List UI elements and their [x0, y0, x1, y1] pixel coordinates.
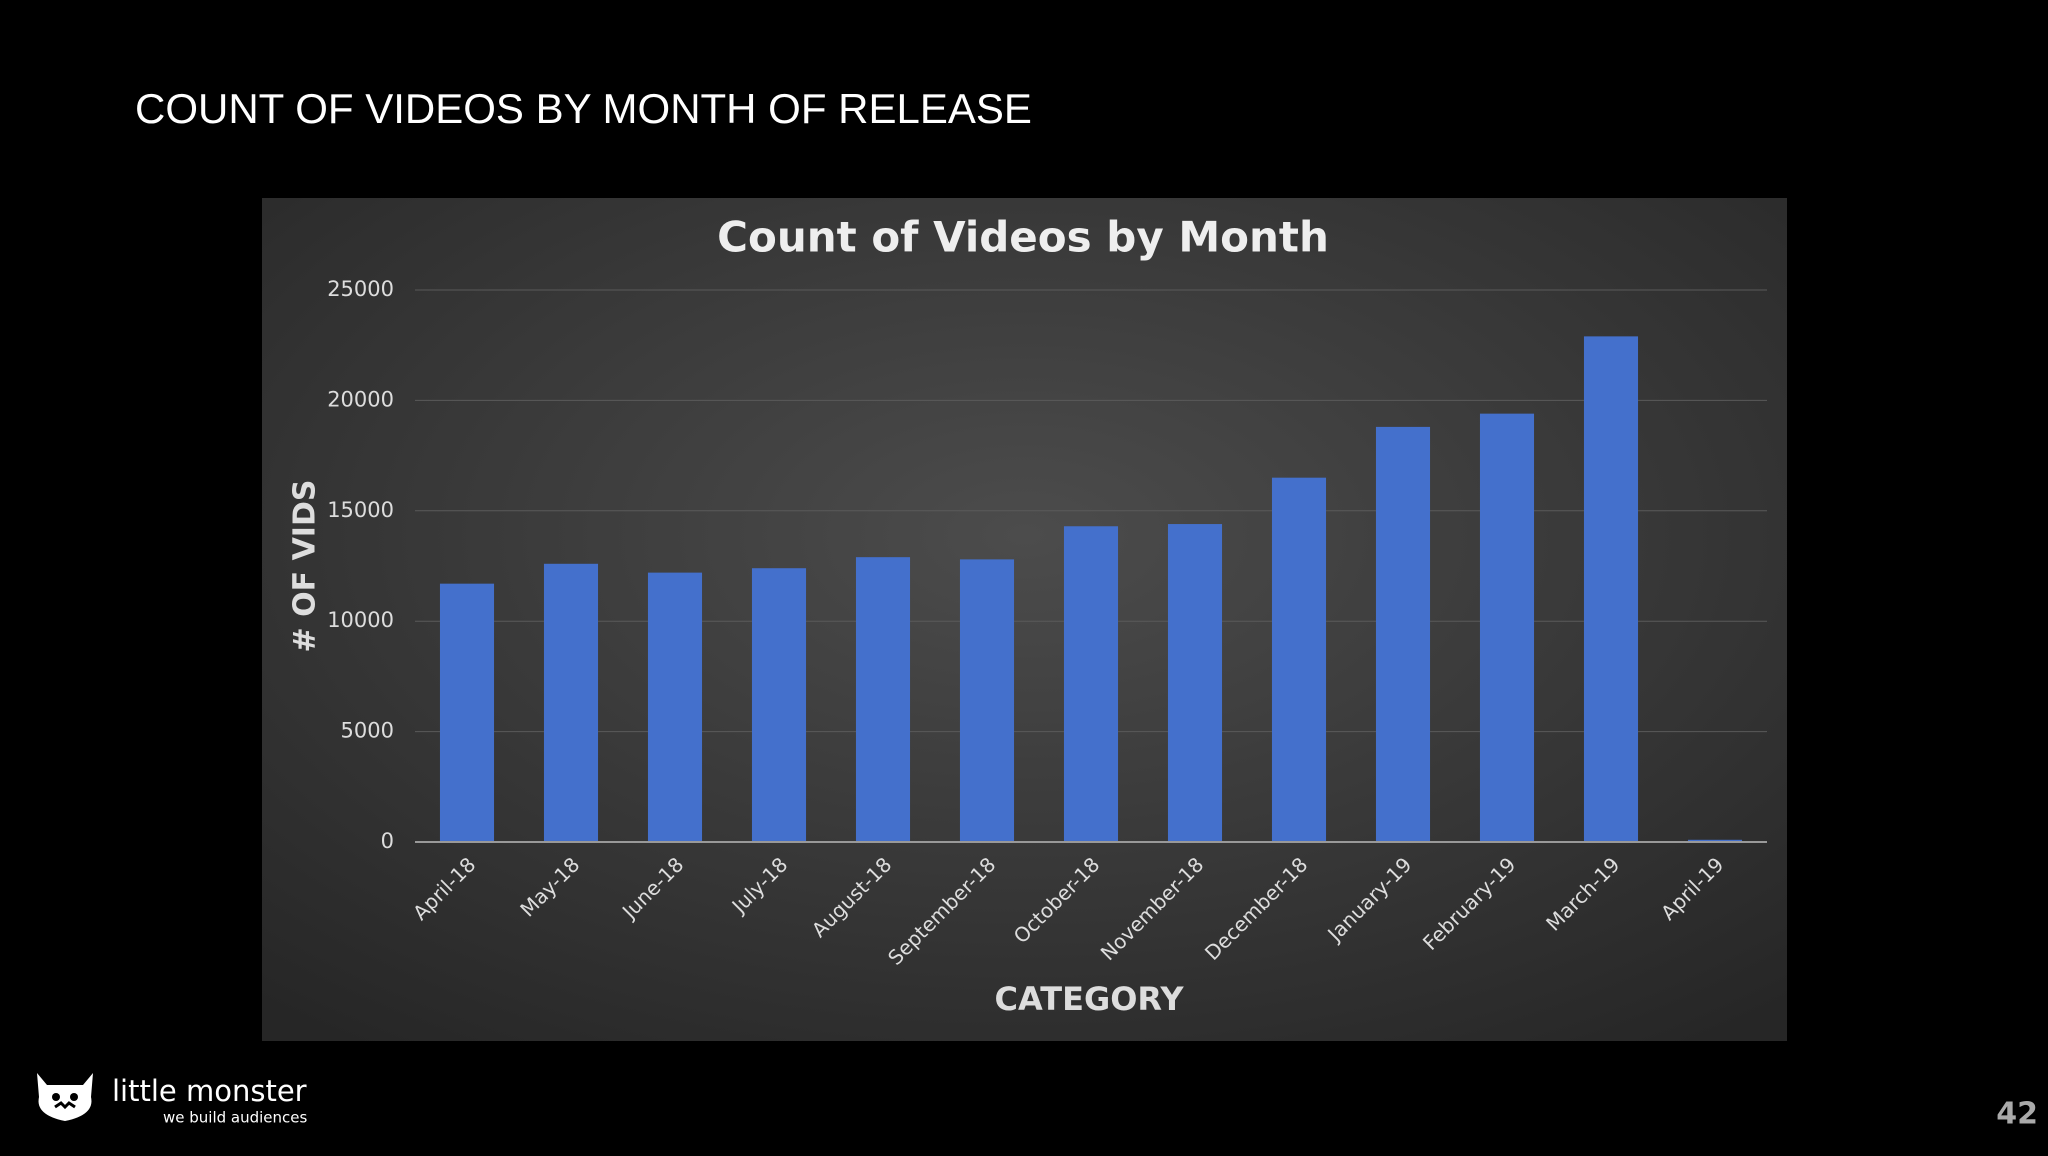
- logo-icon: [37, 1073, 93, 1121]
- slide-title: COUNT OF VIDEOS BY MONTH OF RELEASE: [135, 85, 1032, 132]
- y-tick-label: 5000: [341, 719, 394, 743]
- page-number: 42: [1996, 1097, 2038, 1132]
- logo-tagline: we build audiences: [163, 1109, 308, 1127]
- y-tick-label: 10000: [327, 608, 394, 632]
- bar: [543, 563, 599, 842]
- y-tick-label: 20000: [327, 387, 394, 411]
- bar: [1583, 336, 1639, 842]
- bar: [1375, 426, 1431, 842]
- bar: [647, 572, 703, 842]
- y-tick-label: 0: [381, 829, 394, 853]
- bar: [959, 559, 1015, 842]
- y-axis-label: # OF VIDS: [288, 480, 323, 653]
- bar: [1479, 413, 1535, 842]
- chart-title: Count of Videos by Month: [717, 213, 1329, 262]
- bar: [1167, 524, 1223, 842]
- bar: [1687, 839, 1743, 842]
- bar: [751, 568, 807, 842]
- bar: [855, 557, 911, 842]
- y-tick-label: 15000: [327, 498, 394, 522]
- bar: [1271, 477, 1327, 842]
- bar: [439, 583, 495, 842]
- y-tick-label: 25000: [327, 277, 394, 301]
- logo: little monster we build audiences: [37, 1073, 308, 1127]
- logo-name: little monster: [112, 1074, 307, 1108]
- bar: [1063, 526, 1119, 842]
- x-axis-label: CATEGORY: [995, 980, 1185, 1018]
